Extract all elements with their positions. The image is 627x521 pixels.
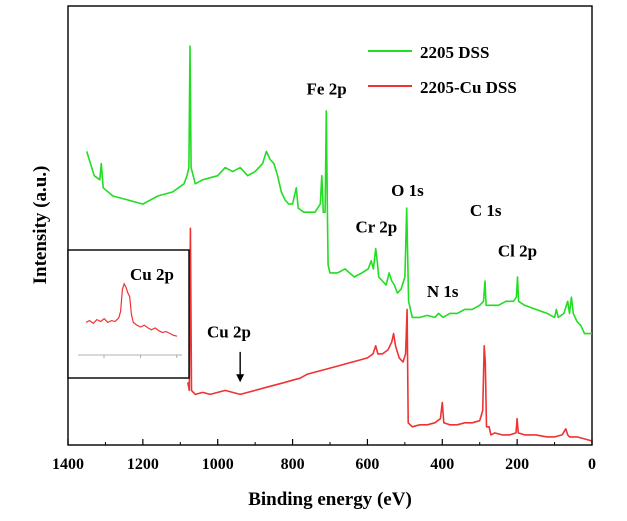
peak-label: C 1s: [470, 201, 502, 220]
y-axis-title: Intensity (a.u.): [30, 166, 51, 285]
x-tick-label: 1200: [127, 456, 159, 473]
peak-labels: Fe 2p Cr 2p O 1s N 1s C 1s Cl 2p Cu 2p: [207, 80, 537, 342]
series-line-2205-cu-dss: [187, 227, 593, 442]
legend-label-2205-dss: 2205 DSS: [420, 43, 489, 62]
x-axis-ticks: 1400 1200 1000 800 600 400 200 0: [52, 439, 596, 473]
inset-frame: [67, 249, 190, 379]
peak-label: O 1s: [391, 181, 424, 200]
inset-label: Cu 2p: [130, 265, 174, 284]
x-tick-label: 600: [355, 456, 379, 473]
peak-label: Fe 2p: [307, 80, 347, 99]
series-line-2205-dss: [85, 45, 592, 335]
inset-panel: Cu 2p: [67, 249, 190, 379]
x-tick-label: 1000: [202, 456, 234, 473]
plot-frame: [67, 5, 593, 446]
x-axis-title: Binding energy (eV): [248, 489, 412, 510]
peak-label: Cr 2p: [356, 217, 398, 236]
peak-label: Cu 2p: [207, 323, 251, 342]
peak-label: Cl 2p: [498, 242, 537, 261]
inset-plot: [78, 282, 182, 358]
series-layer: [85, 45, 593, 442]
x-tick-label: 400: [430, 456, 454, 473]
x-tick-label: 0: [588, 456, 596, 473]
legend: 2205 DSS 2205-Cu DSS: [368, 43, 517, 97]
peak-label: N 1s: [427, 282, 459, 301]
cu-2p-arrow-head: [236, 374, 245, 383]
legend-label-2205-cu-dss: 2205-Cu DSS: [420, 78, 517, 97]
x-tick-label: 800: [281, 456, 305, 473]
x-tick-label: 200: [505, 456, 529, 473]
x-tick-label: 1400: [52, 456, 84, 473]
inset-series-line: [85, 282, 178, 337]
